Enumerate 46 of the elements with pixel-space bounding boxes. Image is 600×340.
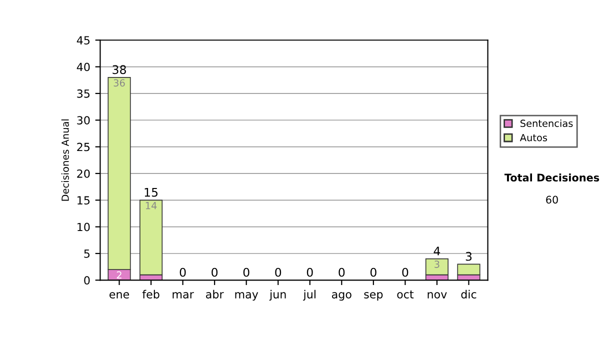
data-label: 3 xyxy=(434,260,440,268)
total-label: 4 xyxy=(434,246,440,256)
x-tick-label: mar xyxy=(172,292,194,298)
total-label: 15 xyxy=(144,188,158,197)
legend-label: Sentencias xyxy=(520,119,573,128)
y-tick-label: 35 xyxy=(77,89,90,98)
y-axis-title: Decisiones Anual xyxy=(61,119,69,201)
y-tick-label: 30 xyxy=(77,116,90,125)
text: 60 xyxy=(546,196,558,204)
y-tick-label: 45 xyxy=(76,36,90,44)
y-tick-label: 10 xyxy=(78,222,90,232)
bar xyxy=(425,258,449,276)
text: Total Decisiones xyxy=(504,173,600,182)
y-tick-label: 25 xyxy=(77,142,90,152)
x-tick-label: jun xyxy=(269,290,286,301)
total-label: 0 xyxy=(338,268,345,277)
y-tick-label: 20 xyxy=(77,169,90,178)
y-tick-label: 15 xyxy=(78,196,90,205)
total-label: 0 xyxy=(370,268,376,277)
x-tick-label: oct xyxy=(397,290,414,298)
x-tick-label: jul xyxy=(303,290,316,301)
x-tick-label: abr xyxy=(206,290,224,298)
data-label: 2 xyxy=(116,271,122,278)
x-tick-label: feb xyxy=(142,290,160,298)
x-tick-label: ago xyxy=(332,292,352,301)
y-tick-label: 40 xyxy=(76,62,90,72)
total-label: 0 xyxy=(212,268,218,277)
total-label: 0 xyxy=(180,268,186,277)
total-label: 3 xyxy=(466,252,472,261)
total-label: 0 xyxy=(275,268,282,277)
x-tick-label: dic xyxy=(461,290,476,298)
total-label: 0 xyxy=(402,268,408,277)
bar xyxy=(457,264,480,276)
total-label: 0 xyxy=(306,268,313,277)
legend-label: Autos xyxy=(520,134,548,142)
bar xyxy=(139,200,163,276)
x-tick-label: may xyxy=(235,292,258,301)
x-tick-label: sep xyxy=(364,292,383,301)
x-tick-label: nov xyxy=(428,292,447,298)
y-tick-label: 0 xyxy=(84,276,90,285)
total-label: 0 xyxy=(243,268,250,277)
data-label: 14 xyxy=(146,202,157,210)
x-tick-label: ene xyxy=(110,292,130,298)
data-label: 36 xyxy=(114,79,125,87)
total-label: 38 xyxy=(112,65,126,74)
y-tick-label: 5 xyxy=(84,250,90,258)
